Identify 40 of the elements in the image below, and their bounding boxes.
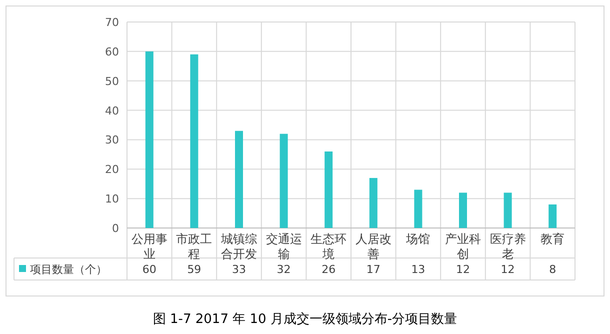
text: 图 1-7 2017 年 10 月成交一级领域分布-分项目数量 [152,311,458,327]
bar [190,54,198,228]
y-tick-label: 10 [105,192,119,206]
data-label: 12 [456,263,470,276]
data-label: 12 [500,263,515,276]
x-tick-label: 教育 [540,232,565,246]
x-tick-label: 生态环境 [310,232,347,261]
data-label: 8 [549,263,556,276]
x-tick-label: 公用事业 [131,232,168,261]
y-tick-label: 20 [105,163,119,176]
x-tick-label: 产业科创 [445,232,481,261]
y-tick-label: 60 [105,45,119,58]
bar [145,51,154,228]
bar [235,130,243,228]
legend-label: 项目数量（个） [30,263,107,276]
data-label: 59 [187,263,202,276]
y-tick-label: 40 [105,104,119,118]
x-tick-label: 人居改善 [355,232,392,261]
bar [548,204,557,228]
x-tick-label: 场馆 [405,232,430,246]
bar [280,134,288,228]
data-label: 32 [276,263,291,276]
y-tick-label: 0 [112,222,119,235]
x-tick-label: 市政工程 [176,232,212,261]
x-tick-label: 医疗养老 [490,232,526,261]
bar [459,192,467,228]
data-label: 60 [142,263,156,276]
bar [414,190,422,228]
bar [504,192,512,228]
x-tick-label: 城镇综合开发 [220,232,257,261]
bar [324,151,333,228]
x-tick-label: 交通运输 [266,232,302,261]
data-label: 17 [366,263,380,276]
data-label: 33 [232,263,246,276]
y-tick-label: 50 [105,74,119,88]
y-tick-label: 30 [105,134,119,147]
bar [369,178,378,228]
data-label: 13 [411,263,426,276]
y-tick-label: 70 [105,16,119,29]
data-label: 26 [322,263,336,276]
